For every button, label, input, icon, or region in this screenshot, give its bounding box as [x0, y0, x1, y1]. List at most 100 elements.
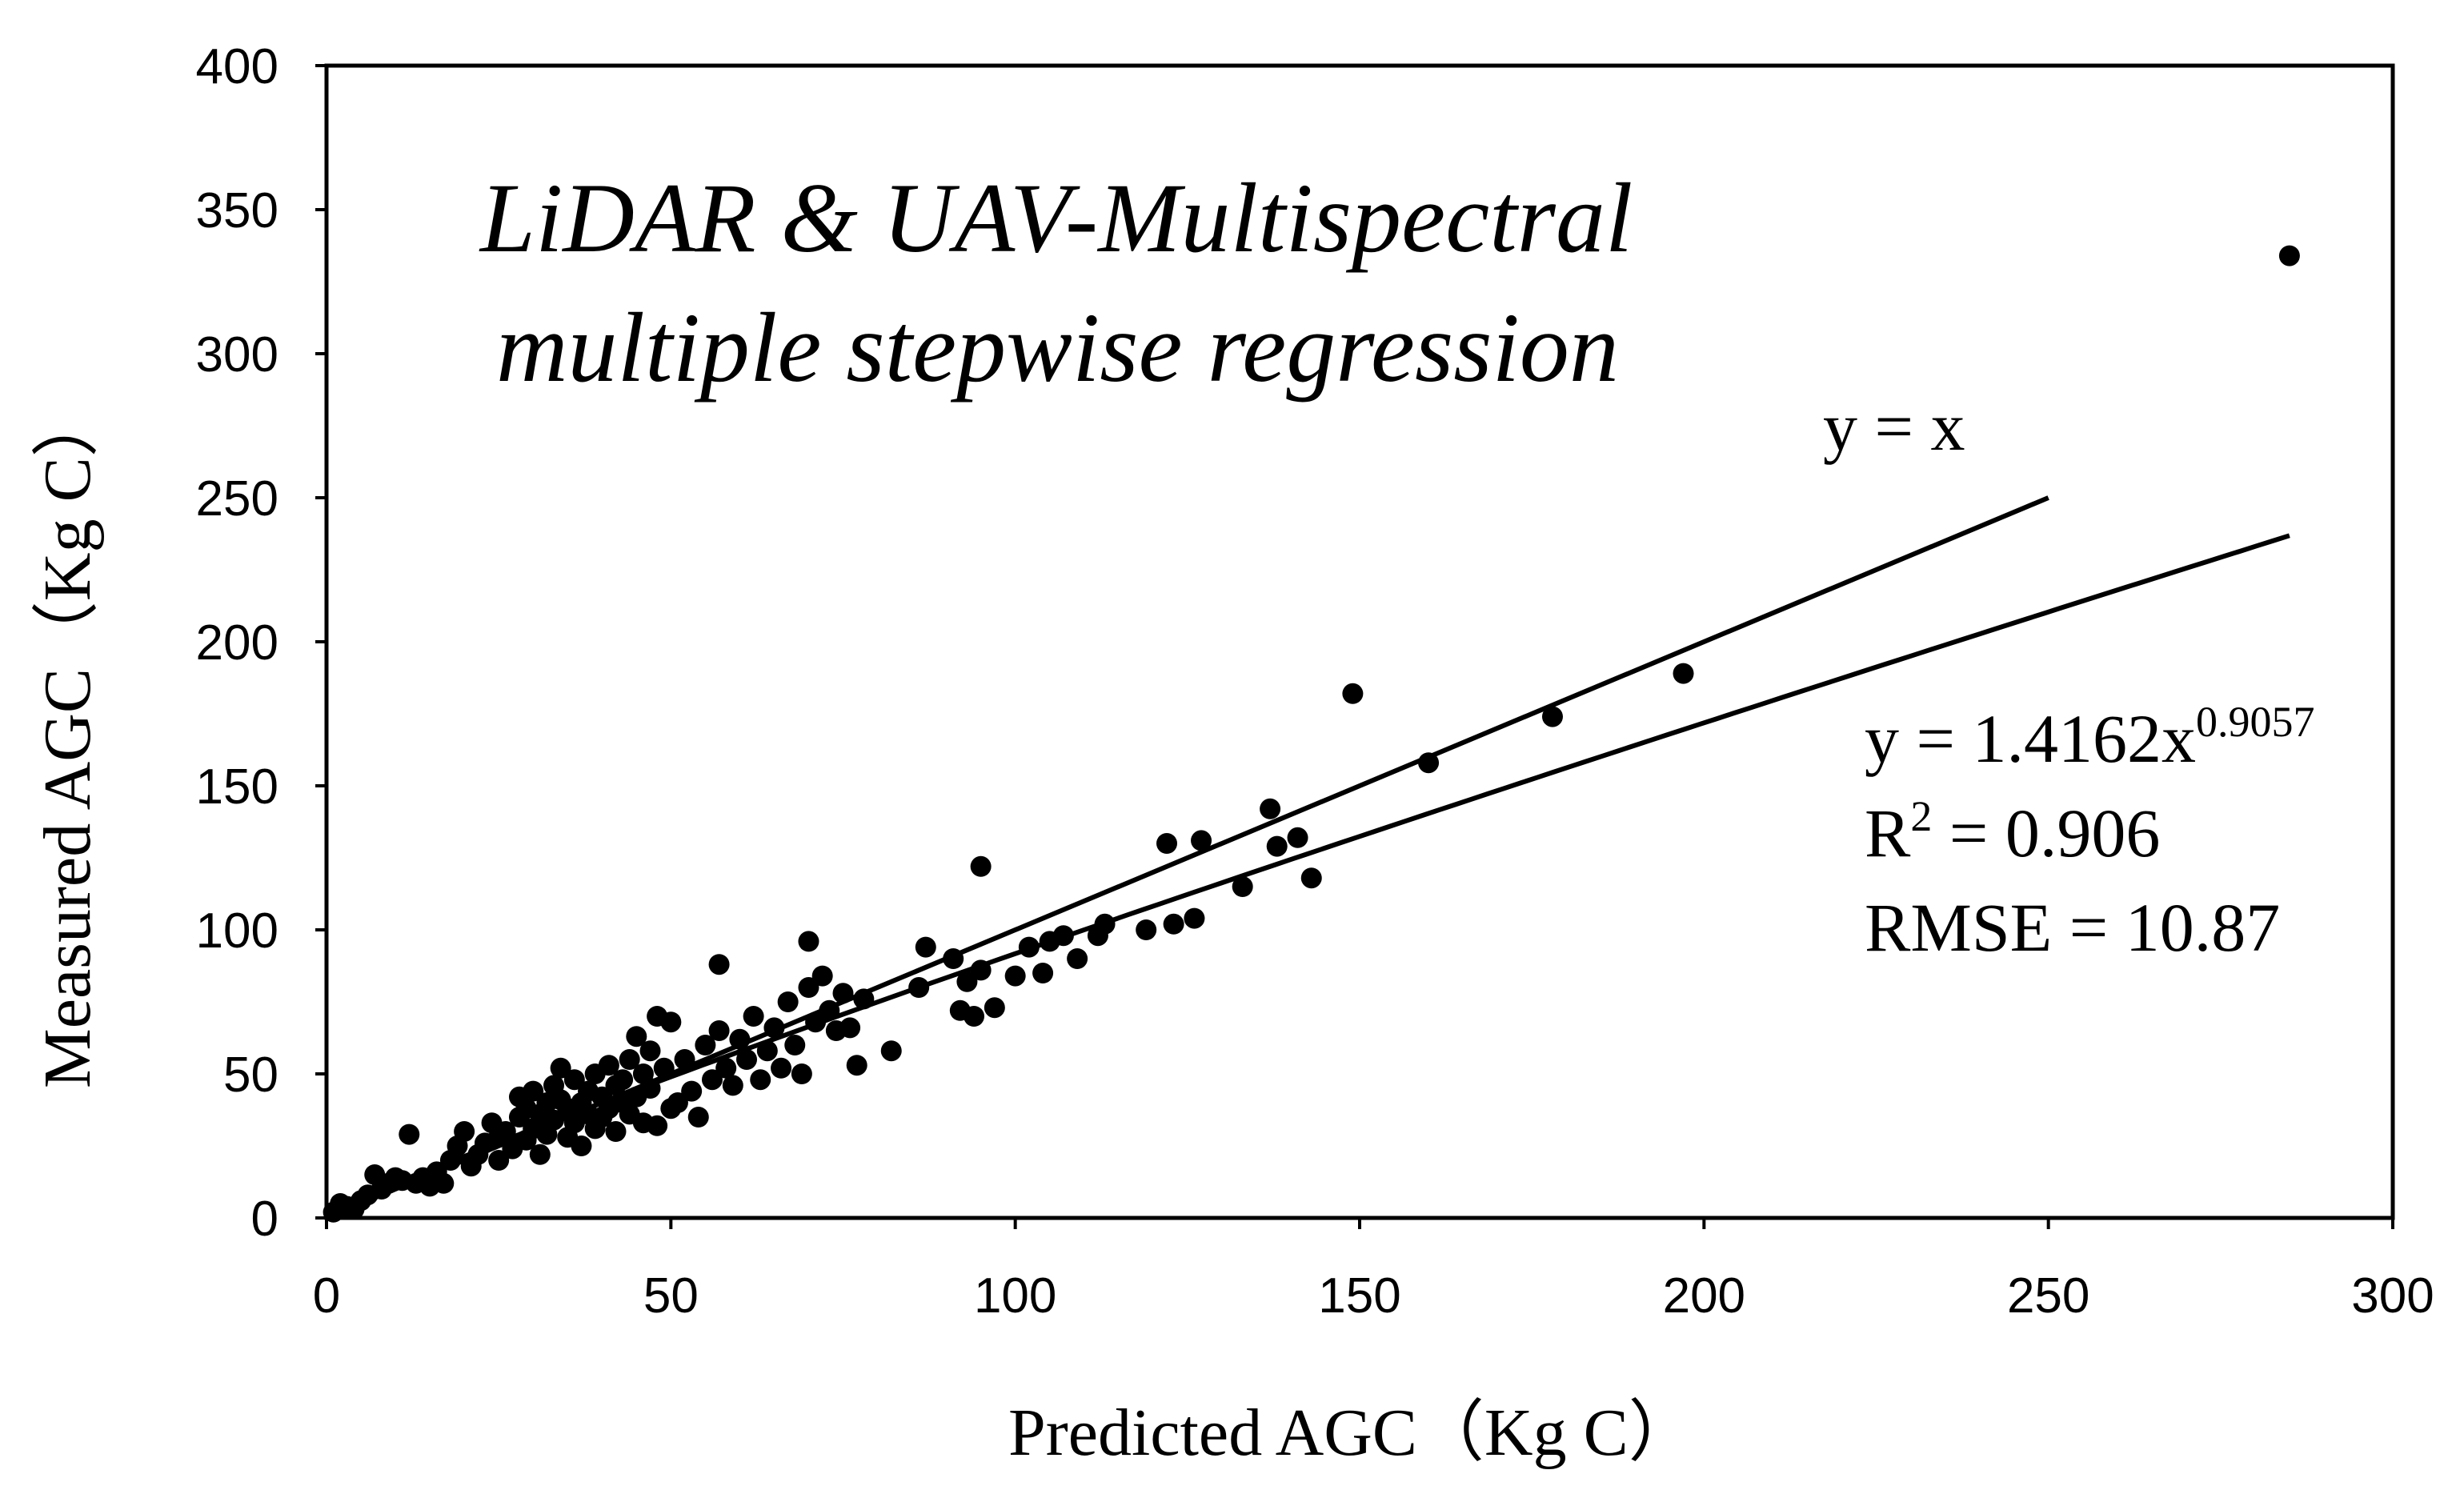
data-point [1287, 827, 1308, 848]
fit-equation-base: y = 1.4162x [1865, 700, 2196, 777]
identity-line-label: y = x [1823, 388, 1965, 465]
data-point [1018, 936, 1040, 958]
data-point [722, 1075, 743, 1096]
data-point [1541, 706, 1563, 727]
x-tick-label: 300 [2351, 1268, 2434, 1324]
data-point [1260, 798, 1281, 819]
data-point [647, 1115, 668, 1136]
x-tick-label: 150 [1318, 1268, 1400, 1324]
data-point [708, 1020, 730, 1041]
data-point [1163, 913, 1184, 935]
y-axis-ticks: 0 50 100 150 200 250 300 350 400 [196, 39, 327, 1247]
data-point [660, 1011, 682, 1033]
data-point [653, 1057, 675, 1079]
data-point [943, 948, 964, 969]
y-tick-label: 300 [196, 327, 278, 383]
data-point [563, 1069, 585, 1091]
r-squared-superscript: 2 [1910, 792, 1932, 840]
chart-title-line-1: LiDAR & UAV-Multispectral [479, 163, 1633, 273]
data-point [1032, 963, 1054, 983]
data-point [701, 1069, 723, 1091]
data-point [832, 983, 854, 1004]
data-point [984, 997, 1005, 1019]
data-point [798, 931, 819, 952]
data-point [612, 1069, 634, 1091]
data-point [750, 1069, 771, 1091]
fit-equation: y = 1.4162x0.9057 [1865, 698, 2315, 777]
data-point [1232, 876, 1253, 897]
data-point [598, 1055, 619, 1076]
data-point [1052, 925, 1074, 947]
x-tick-label: 0 [313, 1268, 340, 1324]
data-point [626, 1026, 647, 1047]
data-point [805, 1011, 827, 1033]
data-point [729, 1028, 751, 1050]
y-tick-label: 400 [196, 39, 278, 94]
data-point [756, 1040, 778, 1062]
data-point [1136, 919, 1157, 940]
data-point [763, 1017, 785, 1039]
data-point [619, 1049, 640, 1070]
data-point [1300, 867, 1322, 889]
data-point [970, 959, 992, 981]
rmse: RMSE = 10.87 [1865, 889, 2280, 966]
y-tick-label: 150 [196, 759, 278, 815]
data-point [529, 1144, 551, 1165]
data-point [488, 1150, 510, 1171]
data-point [1191, 830, 1212, 851]
data-point [667, 1092, 688, 1113]
data-point [495, 1121, 516, 1142]
data-point [853, 988, 875, 1010]
data-point [777, 991, 799, 1012]
data-point [543, 1109, 565, 1131]
y-axis-title: Measured AGC（Kg C） [30, 390, 105, 1088]
data-point [695, 1035, 716, 1055]
data-point [839, 1017, 861, 1039]
data-point [846, 1055, 867, 1076]
data-point [674, 1049, 695, 1070]
x-tick-label: 200 [1663, 1268, 1745, 1324]
data-point [970, 855, 992, 877]
y-tick-label: 250 [196, 471, 278, 527]
data-point [915, 936, 936, 958]
data-point [811, 965, 833, 987]
data-point [1004, 965, 1026, 987]
r-squared-value: = 0.906 [1932, 795, 2160, 871]
data-point [908, 977, 930, 998]
y-tick-label: 100 [196, 903, 278, 959]
data-point [1418, 752, 1440, 774]
data-points [323, 245, 2300, 1223]
data-point [687, 1107, 709, 1128]
y-tick-label: 50 [223, 1047, 278, 1103]
data-point [605, 1121, 627, 1142]
x-axis-title: Predicted AGC（Kg C） [1008, 1396, 1696, 1470]
data-point [433, 1172, 455, 1194]
data-point [454, 1121, 475, 1142]
data-point [1184, 907, 1205, 929]
data-point [798, 977, 819, 998]
data-point [1156, 833, 1178, 854]
data-point [1342, 683, 1364, 704]
data-point [2278, 245, 2300, 266]
data-point [736, 1049, 758, 1070]
data-point [399, 1124, 420, 1145]
data-point [880, 1040, 902, 1062]
data-point [715, 1057, 737, 1079]
fit-equation-exponent: 0.9057 [2196, 698, 2315, 746]
data-point [639, 1078, 661, 1099]
data-point [1094, 913, 1116, 935]
data-point [771, 1057, 792, 1079]
data-point [819, 999, 840, 1021]
r-squared-prefix: R [1865, 795, 1911, 871]
x-axis-ticks: 0 50 100 150 200 250 300 [313, 1218, 2434, 1324]
x-tick-label: 250 [2007, 1268, 2089, 1324]
x-tick-label: 100 [974, 1268, 1056, 1324]
data-point [743, 1006, 764, 1027]
data-point [708, 954, 730, 975]
data-point [956, 971, 978, 992]
y-tick-label: 350 [196, 183, 278, 238]
data-point [791, 1063, 812, 1084]
data-point [681, 1080, 703, 1102]
data-point [571, 1136, 592, 1156]
